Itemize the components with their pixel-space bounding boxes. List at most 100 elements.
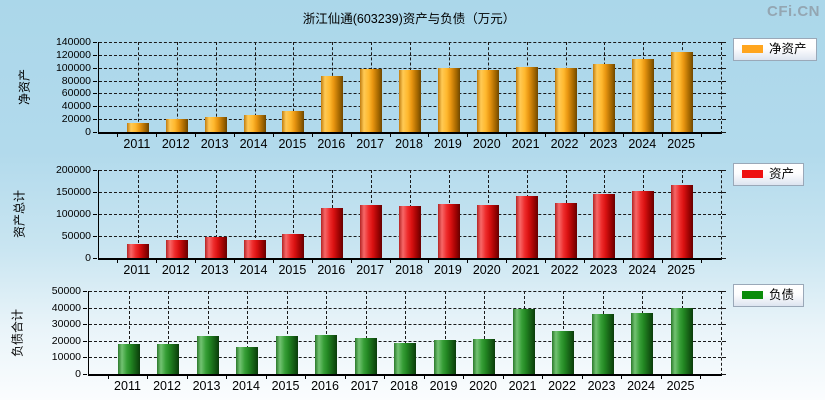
y-tick-mark-right (722, 324, 726, 326)
y-tick-mark (93, 132, 97, 133)
bar-2024 (632, 58, 655, 132)
y-tick-mark-right (722, 357, 726, 359)
x-tick-mark (502, 376, 504, 379)
x-tick-label: 2015 (271, 379, 300, 393)
x-tick-label: 2021 (511, 263, 540, 277)
x-tick-mark (389, 134, 391, 137)
v-gridline (286, 291, 288, 374)
bar-2021 (515, 195, 538, 258)
bar-2017 (360, 204, 383, 258)
bar-2012 (165, 118, 188, 132)
y-tick-label: 100000 (55, 61, 91, 74)
v-gridline (484, 291, 485, 374)
y-tick-label: 150000 (55, 186, 91, 198)
v-gridline (444, 291, 446, 374)
y-tick-label: 100000 (55, 208, 91, 220)
x-tick-label: 2017 (356, 263, 385, 277)
x-tick-label: 2025 (667, 137, 696, 151)
y-tick-mark (93, 54, 97, 56)
y-tick-mark-right (722, 93, 726, 95)
x-tick-label: 2014 (239, 263, 268, 277)
x-tick-label: 2021 (511, 137, 540, 151)
bar-2019 (437, 204, 460, 258)
x-tick-mark (156, 260, 158, 263)
v-gridline (293, 42, 295, 132)
y-tick-mark (93, 42, 97, 43)
x-tick-mark (542, 376, 544, 379)
x-tick-mark (272, 260, 274, 263)
x-tick-label: 2019 (429, 379, 458, 393)
x-tick-mark (428, 134, 430, 137)
x-tick-mark (147, 376, 149, 379)
x-tick-label: 2012 (153, 379, 181, 393)
x-tick-mark (700, 376, 702, 379)
x-tick-label: 2019 (433, 137, 462, 151)
bar-2016 (315, 335, 337, 374)
y-tick-label: 20000 (51, 334, 81, 347)
bar-2018 (399, 206, 421, 258)
y-tick-mark-right (722, 106, 726, 108)
bar-2021 (512, 308, 535, 374)
x-tick-mark (583, 134, 585, 137)
y-tick-mark-right (722, 192, 726, 193)
x-tick-mark (272, 134, 274, 137)
y-tick-mark-right (722, 340, 726, 342)
x-tick-mark (583, 260, 585, 263)
x-tick-mark (463, 376, 465, 379)
x-tick-label: 2020 (469, 379, 497, 393)
x-tick-mark (117, 260, 119, 263)
y-tick-mark-right (722, 307, 726, 309)
x-tick-mark (156, 134, 158, 137)
bar-2016 (321, 76, 344, 132)
x-tick-label: 2024 (628, 137, 657, 151)
bar-2016 (321, 208, 344, 258)
bar-2022 (552, 331, 574, 374)
y-tick-label: 10000 (51, 351, 81, 364)
x-tick-label: 2014 (239, 137, 268, 151)
x-tick-label: 2012 (161, 137, 190, 151)
x-tick-label: 2013 (192, 379, 221, 393)
x-tick-mark (660, 376, 662, 379)
x-tick-label: 2015 (278, 263, 307, 277)
bar-2025 (671, 185, 694, 258)
bar-2015 (282, 110, 305, 132)
x-tick-mark (344, 376, 346, 379)
bar-2019 (437, 68, 460, 132)
v-gridline (326, 291, 327, 374)
bar-2013 (204, 117, 227, 132)
legend-label: 资产 (769, 167, 795, 181)
bar-2022 (554, 68, 577, 132)
y-tick-mark-right (722, 374, 726, 375)
x-tick-label: 2025 (666, 379, 695, 393)
x-tick-mark (700, 134, 702, 137)
y-axis-label: 负债合计 (10, 308, 25, 357)
x-tick-mark (423, 376, 425, 379)
x-tick-mark (622, 260, 624, 263)
v-gridline (254, 42, 256, 132)
y-tick-label: 50000 (51, 285, 81, 297)
y-tick-mark-right (722, 42, 726, 43)
y-tick-mark-right (722, 67, 726, 69)
x-tick-mark (234, 260, 236, 263)
y-tick-mark-right (722, 54, 726, 56)
bar-2011 (126, 244, 149, 258)
x-tick-label: 2020 (472, 137, 501, 151)
legend: 负债 (733, 284, 805, 307)
y-tick-label: 0 (75, 368, 81, 380)
x-tick-mark (117, 134, 119, 137)
y-tick-mark (83, 307, 87, 309)
y-tick-mark (93, 67, 97, 69)
x-tick-label: 2018 (395, 263, 423, 277)
y-tick-mark (93, 106, 97, 108)
y-tick-mark (93, 80, 97, 82)
x-tick-label: 2020 (472, 263, 501, 277)
chart-title: 浙江仙通(603239)资产与负债（万元） (302, 12, 516, 26)
y-tick-mark (93, 93, 97, 95)
legend-label: 负债 (769, 288, 795, 302)
bar-2014 (236, 347, 258, 374)
x-tick-mark (428, 260, 430, 263)
v-gridline (405, 291, 406, 374)
x-tick-label: 2019 (433, 263, 462, 277)
